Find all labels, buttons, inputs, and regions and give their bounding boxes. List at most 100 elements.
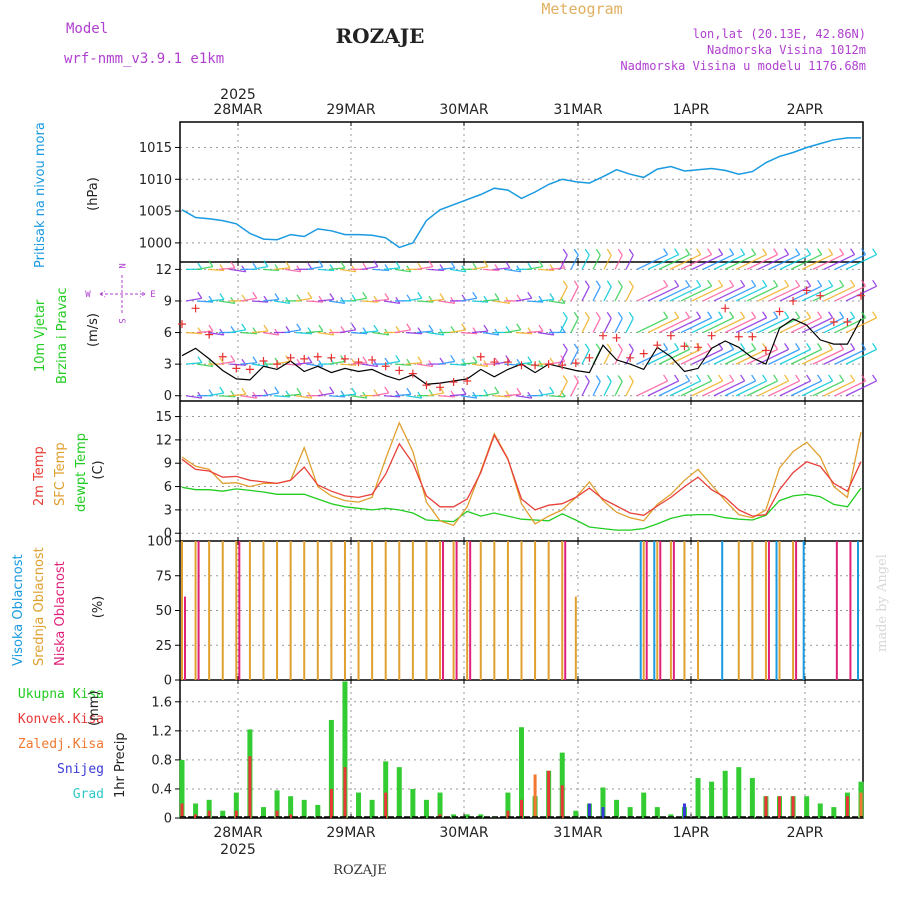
conv-precip-bar bbox=[343, 767, 347, 818]
snow-bar bbox=[587, 803, 591, 818]
wind-barb-flag bbox=[795, 279, 801, 287]
wind-barb bbox=[779, 285, 811, 302]
wind-barb bbox=[735, 380, 767, 397]
wind-barb bbox=[306, 363, 323, 368]
wind-barb bbox=[845, 348, 877, 365]
gust-marker bbox=[558, 361, 567, 370]
wind-barb-flag bbox=[263, 260, 269, 268]
wind-barb bbox=[471, 300, 489, 303]
wind-barb-flag bbox=[817, 311, 823, 319]
gust-marker bbox=[232, 364, 241, 373]
wind-speed-line bbox=[181, 318, 862, 385]
gust-marker bbox=[313, 352, 322, 361]
wind-barb bbox=[372, 331, 389, 336]
wind-barb bbox=[713, 317, 745, 334]
high-cloud-bar bbox=[775, 541, 778, 680]
wind-barb-flag bbox=[718, 374, 724, 382]
wind-unit: (m/s) bbox=[86, 313, 101, 347]
wind-barb-flag bbox=[773, 342, 779, 350]
wind-barb-flag bbox=[584, 375, 590, 382]
high-cloud-bar bbox=[802, 541, 805, 680]
wind-barb-flag bbox=[861, 248, 867, 255]
wind-barb bbox=[559, 317, 568, 333]
wind-barb bbox=[746, 253, 778, 270]
wind-barb-flag bbox=[252, 356, 258, 364]
gust-marker bbox=[436, 383, 445, 392]
wind-barb-flag bbox=[406, 387, 412, 395]
wind-ylabel-1: 10m Vjetar bbox=[33, 299, 48, 372]
total-precip-bar bbox=[505, 792, 511, 818]
wind-barb bbox=[196, 330, 213, 334]
mid-cloud-bar bbox=[792, 541, 795, 680]
wind-barb bbox=[779, 348, 811, 365]
wind-barb bbox=[757, 348, 789, 365]
temp-unit: (C) bbox=[91, 460, 106, 479]
wind-barb bbox=[394, 268, 411, 273]
total-precip-bar bbox=[383, 761, 389, 818]
wind-barb-flag bbox=[729, 374, 735, 382]
wind-barb-flag bbox=[828, 342, 834, 350]
wind-barb bbox=[306, 330, 323, 334]
mid-cloud-bar bbox=[371, 541, 374, 680]
mid-cloud-bar bbox=[697, 541, 700, 680]
wind-barb bbox=[273, 300, 290, 304]
wind-barb-flag bbox=[674, 374, 680, 382]
wind-barb bbox=[834, 253, 866, 270]
wind-barb bbox=[405, 362, 422, 365]
mid-cloud-bar bbox=[764, 541, 767, 680]
wind-barb-flag bbox=[817, 342, 823, 350]
mid-cloud-bar bbox=[439, 541, 442, 680]
wind-barb-flag bbox=[696, 311, 702, 319]
wind-barb bbox=[482, 392, 499, 397]
wind-barb bbox=[647, 380, 679, 397]
wind-barb-flag bbox=[617, 248, 623, 256]
low-cloud-bar bbox=[835, 541, 838, 680]
wind-barb-flag bbox=[573, 248, 579, 256]
wind-barb-flag bbox=[718, 279, 724, 287]
temp-ylabel-dewpt: dewpt Temp bbox=[74, 433, 89, 512]
wind-barb-flag bbox=[685, 311, 691, 319]
wind-barb bbox=[207, 268, 225, 272]
total-precip-bar bbox=[627, 807, 633, 818]
wind-barb-flag bbox=[628, 375, 634, 382]
x-label-top: 2APR bbox=[787, 102, 824, 118]
wind-barb-flag bbox=[740, 248, 746, 255]
wind-barb-flag bbox=[850, 248, 856, 255]
wind-barb bbox=[603, 349, 612, 365]
wind-barb-flag bbox=[674, 279, 680, 287]
cloud-ylabel-low: Niska Oblacnost bbox=[53, 561, 68, 666]
mid-cloud-bar bbox=[194, 541, 197, 680]
x-label-bottom: 1APR bbox=[673, 825, 710, 841]
wind-barb-flag bbox=[417, 356, 423, 364]
x-label-top: 29MAR bbox=[326, 102, 375, 118]
gust-marker bbox=[598, 331, 607, 340]
total-precip-bar bbox=[437, 792, 443, 818]
wind-barb-flag bbox=[606, 343, 612, 351]
wind-barb-flag bbox=[296, 387, 302, 395]
wind-barb-flag bbox=[505, 261, 511, 269]
wind-barb bbox=[812, 380, 844, 397]
wind-barb bbox=[537, 331, 554, 336]
wind-barb bbox=[504, 393, 521, 397]
wind-barb-flag bbox=[806, 342, 812, 350]
wind-barb bbox=[779, 380, 811, 397]
wind-barb-flag bbox=[617, 280, 623, 288]
wind-barb bbox=[416, 363, 433, 368]
wind-barb-flag bbox=[806, 311, 812, 319]
wind-barb-flag bbox=[373, 324, 379, 332]
wind-barb bbox=[658, 380, 690, 397]
total-precip-bar bbox=[328, 719, 334, 818]
wind-barb-flag bbox=[606, 280, 612, 288]
low-cloud-bar bbox=[659, 541, 662, 680]
gust-marker bbox=[300, 354, 309, 363]
total-precip-bar bbox=[749, 778, 755, 818]
wind-barb-flag bbox=[773, 279, 779, 287]
gust-marker bbox=[191, 304, 200, 313]
wind-barb-flag bbox=[861, 374, 867, 382]
wind-barb bbox=[515, 297, 532, 302]
gust-marker bbox=[694, 343, 703, 352]
wind-barb bbox=[559, 349, 568, 365]
wind-barb bbox=[471, 330, 488, 334]
wind-barb-flag bbox=[483, 324, 489, 332]
wind-barb-flag bbox=[230, 355, 236, 362]
